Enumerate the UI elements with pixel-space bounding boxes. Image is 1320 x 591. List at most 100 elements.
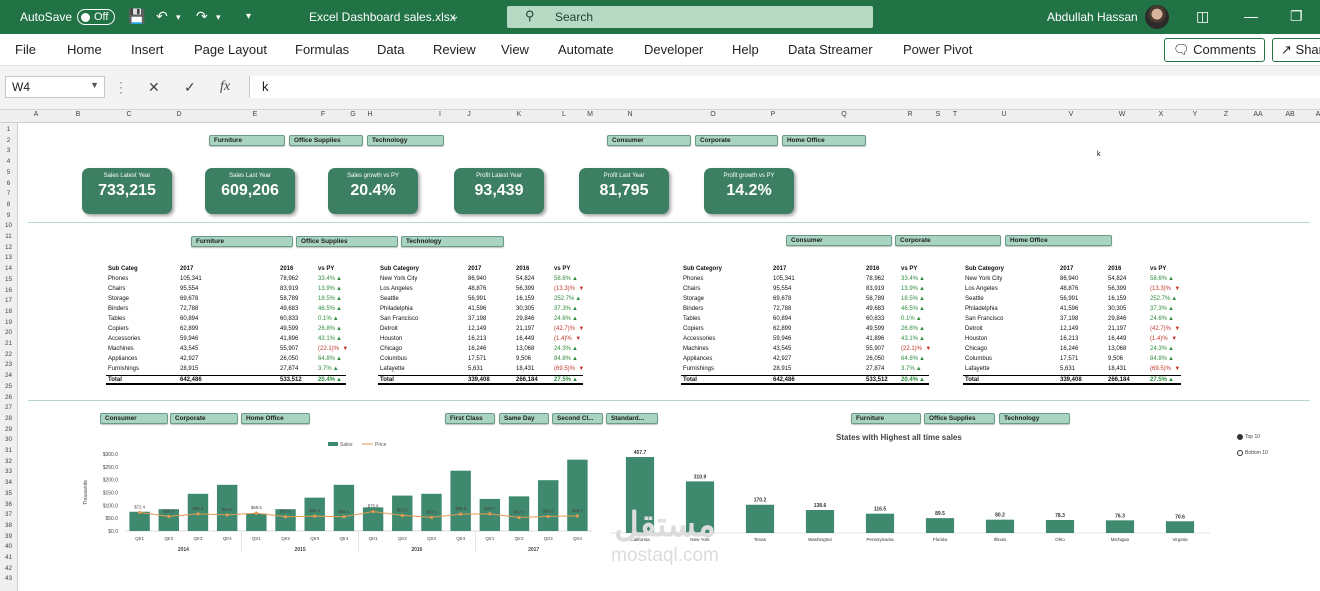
autosave-toggle[interactable]: Off [77, 9, 115, 25]
column-header[interactable]: B [75, 111, 81, 118]
column-header[interactable]: L [562, 111, 566, 118]
row-header[interactable]: 20 [4, 329, 12, 337]
column-header[interactable]: M [587, 111, 593, 118]
row-header[interactable]: 34 [4, 479, 12, 487]
slicer-item-furniture[interactable]: Furniture [191, 236, 293, 247]
slicer-item-home-office[interactable]: Home Office [241, 413, 310, 424]
column-header[interactable]: AB [1285, 111, 1295, 118]
row-header[interactable]: 41 [4, 554, 12, 561]
row-header[interactable]: 13 [4, 254, 12, 262]
search-box[interactable]: ⚲ Search [507, 6, 873, 28]
row-header[interactable]: 31 [4, 447, 12, 454]
file-name[interactable]: Excel Dashboard sales.xlsx [309, 10, 456, 24]
tab-formulas[interactable]: Formulas [295, 42, 350, 57]
slicer-item-consumer[interactable]: Consumer [100, 413, 168, 424]
row-header[interactable]: 10 [4, 222, 12, 230]
row-header[interactable]: 3 [6, 147, 11, 155]
row-header[interactable]: 14 [4, 265, 12, 273]
tab-home[interactable]: Home [67, 42, 102, 57]
ribbon-display-icon[interactable]: ◫ [1196, 8, 1210, 24]
row-header[interactable]: 25 [4, 382, 12, 390]
column-header[interactable]: X [1158, 111, 1164, 118]
cancel-icon[interactable]: ✕ [148, 79, 160, 95]
column-header[interactable]: I [439, 111, 441, 118]
row-header[interactable]: 29 [4, 425, 12, 433]
chevron-down-icon[interactable]: ▼ [90, 80, 99, 90]
slicer-item-home-office[interactable]: Home Office [1005, 235, 1112, 246]
row-header[interactable]: 11 [5, 233, 12, 240]
column-header[interactable]: V [1068, 111, 1074, 118]
top-10-option[interactable]: Top 10 [1237, 434, 1260, 440]
tab-page-layout[interactable]: Page Layout [194, 42, 268, 57]
column-header[interactable]: H [367, 111, 373, 118]
enter-icon[interactable]: ✓ [184, 79, 196, 95]
slicer-item-technology[interactable]: Technology [401, 236, 504, 247]
worksheet-grid[interactable]: Furniture Office Supplies Technology Con… [18, 123, 1320, 591]
column-header[interactable]: A [33, 111, 39, 118]
column-header[interactable]: C [126, 111, 132, 118]
row-header[interactable]: 9 [6, 211, 11, 219]
formula-input[interactable]: k [249, 76, 1320, 98]
slicer-item-office-supplies[interactable]: Office Supplies [289, 135, 363, 146]
row-header[interactable]: 2 [6, 136, 11, 144]
restore-icon[interactable]: ❐ [1290, 8, 1303, 24]
share-button[interactable]: ↗ Shar [1272, 38, 1320, 62]
slicer-item-office-supplies[interactable]: Office Supplies [296, 236, 398, 247]
row-header[interactable]: 21 [4, 340, 12, 347]
row-header[interactable]: 15 [4, 275, 12, 283]
tab-insert[interactable]: Insert [131, 42, 164, 57]
column-header[interactable]: P [770, 111, 776, 118]
slicer-item-technology[interactable]: Technology [367, 135, 444, 146]
slicer-item-standard-class[interactable]: Standard... [606, 413, 658, 424]
row-header[interactable]: 27 [4, 404, 12, 412]
slicer-item-office-supplies[interactable]: Office Supplies [924, 413, 995, 424]
insert-function-icon[interactable]: fx [220, 79, 231, 94]
row-header[interactable]: 18 [4, 307, 12, 315]
tab-file[interactable]: File [15, 42, 36, 57]
row-header[interactable]: 42 [4, 564, 12, 572]
slicer-item-corporate[interactable]: Corporate [695, 135, 778, 146]
row-header[interactable]: 33 [4, 468, 12, 476]
states-bar-chart[interactable]: 457.7 California 310.9 New York 170.2 Texas 13… [610, 445, 1230, 545]
undo-icon[interactable]: ↶ [156, 8, 168, 24]
column-header[interactable]: O [710, 111, 716, 118]
tab-help[interactable]: Help [732, 42, 759, 57]
row-header[interactable]: 35 [4, 489, 12, 497]
slicer-item-consumer[interactable]: Consumer [607, 135, 691, 146]
column-header[interactable]: U [1001, 111, 1007, 118]
row-header[interactable]: 37 [4, 511, 12, 519]
row-header[interactable]: 12 [4, 243, 12, 251]
customize-toolbar-icon[interactable]: ▾ [246, 11, 252, 22]
slicer-item-home-office[interactable]: Home Office [782, 135, 866, 146]
redo-dropdown-icon[interactable]: ▾ [216, 12, 221, 22]
column-header[interactable]: F [320, 111, 326, 118]
slicer-item-same-day[interactable]: Same Day [499, 413, 549, 424]
row-header[interactable]: 8 [6, 200, 11, 208]
row-header[interactable]: 24 [4, 372, 12, 380]
slicer-item-corporate[interactable]: Corporate [170, 413, 238, 424]
name-box[interactable]: W4 ▼ [5, 76, 105, 98]
row-header[interactable]: 38 [4, 521, 12, 529]
row-header[interactable]: 30 [4, 436, 12, 444]
row-header[interactable]: 5 [6, 168, 11, 176]
tab-data[interactable]: Data [377, 42, 405, 57]
row-header[interactable]: 22 [4, 350, 12, 358]
tab-view[interactable]: View [501, 42, 529, 57]
tab-power-pivot[interactable]: Power Pivot [903, 42, 973, 57]
column-header[interactable]: AA [1253, 111, 1263, 118]
column-header[interactable]: T [952, 111, 958, 118]
row-header[interactable]: 4 [6, 158, 11, 166]
tab-data-streamer[interactable]: Data Streamer [788, 42, 873, 57]
column-header[interactable]: Z [1223, 111, 1229, 118]
slicer-item-consumer[interactable]: Consumer [786, 235, 892, 246]
slicer-item-furniture[interactable]: Furniture [209, 135, 285, 146]
save-icon[interactable]: 💾 [128, 8, 146, 24]
column-header[interactable]: N [627, 111, 633, 118]
comments-button[interactable]: 🗨 Comments [1164, 38, 1265, 62]
row-header[interactable]: 40 [4, 543, 12, 551]
column-header[interactable]: W [1118, 111, 1126, 118]
slicer-item-corporate[interactable]: Corporate [895, 235, 1001, 246]
row-header[interactable]: 7 [6, 190, 11, 198]
column-header[interactable]: S [935, 111, 941, 118]
row-header[interactable]: 43 [4, 575, 12, 583]
